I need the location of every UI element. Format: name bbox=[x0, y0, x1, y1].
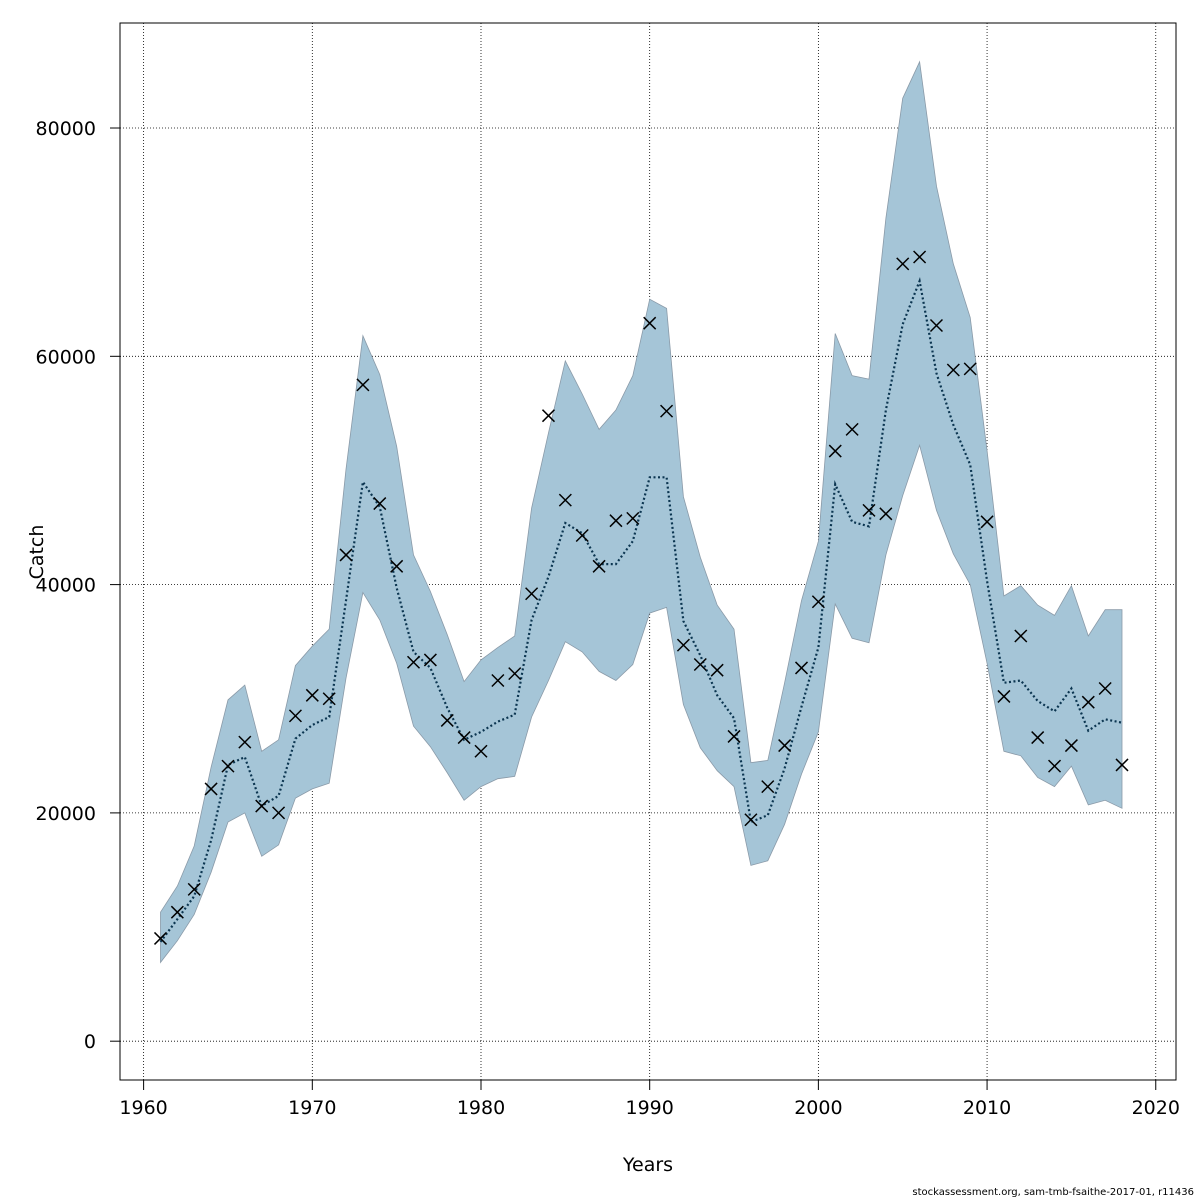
observed-point-marker bbox=[541, 409, 556, 423]
x-tick-label: 1990 bbox=[626, 1097, 674, 1119]
observed-point-marker bbox=[1014, 629, 1028, 643]
observed-point-marker bbox=[1031, 731, 1045, 745]
observed-point-marker bbox=[660, 404, 674, 418]
observed-point-marker bbox=[457, 731, 471, 745]
x-tick-label: 1970 bbox=[288, 1097, 336, 1119]
observed-point-marker bbox=[794, 661, 809, 675]
y-tick-label: 0 bbox=[84, 1031, 96, 1053]
observed-point-marker bbox=[896, 257, 910, 271]
x-tick-label: 2000 bbox=[794, 1097, 842, 1119]
observed-point-marker bbox=[963, 362, 977, 376]
observed-point-marker bbox=[322, 692, 336, 706]
observed-point-marker bbox=[187, 882, 201, 896]
observed-point-marker bbox=[339, 548, 353, 562]
observed-point-marker bbox=[879, 507, 893, 521]
observed-point-marker bbox=[238, 735, 252, 749]
observed-point-marker bbox=[423, 653, 437, 667]
observed-point-marker bbox=[676, 638, 690, 652]
observed-point-marker bbox=[592, 559, 606, 573]
observed-point-marker bbox=[1081, 695, 1095, 709]
axes: 1960 1970 1980 1990 2000 2010 2020 0 20000 40000 6… bbox=[36, 118, 1180, 1119]
observed-point-marker bbox=[491, 673, 505, 688]
observed-point-marker bbox=[575, 528, 589, 543]
observed-point-marker bbox=[558, 493, 572, 507]
observed-point-marker bbox=[440, 713, 454, 727]
observed-point-marker bbox=[272, 806, 286, 820]
observed-point-marker bbox=[1048, 759, 1062, 773]
observed-point-marker bbox=[744, 813, 758, 827]
observed-point-marker bbox=[980, 515, 994, 529]
observed-point-marker bbox=[305, 688, 319, 702]
footer-credit: stockassessment.org, sam-tmb-fsaithe-201… bbox=[912, 1187, 1194, 1198]
observed-point-marker bbox=[204, 782, 218, 796]
observed-point-marker bbox=[997, 689, 1011, 703]
observed-point-marker bbox=[170, 905, 184, 919]
observed-point-marker bbox=[288, 709, 302, 723]
y-tick-label: 60000 bbox=[36, 346, 96, 368]
observed-point-marker bbox=[373, 497, 387, 511]
observed-point-marker bbox=[727, 729, 741, 743]
x-tick-label: 1960 bbox=[119, 1097, 167, 1119]
observed-point-marker bbox=[508, 667, 522, 681]
observed-point-marker bbox=[153, 931, 168, 945]
observed-point-marker bbox=[1115, 758, 1129, 772]
observed-point-marker bbox=[1098, 681, 1112, 696]
observed-point-marker bbox=[913, 250, 927, 264]
observed-point-marker bbox=[929, 318, 943, 333]
observed-point-marker bbox=[390, 559, 404, 573]
observed-point-marker bbox=[828, 444, 842, 458]
observed-point-marker bbox=[406, 655, 421, 669]
observed-point-marker bbox=[525, 587, 539, 601]
observed-point-marker bbox=[845, 422, 859, 436]
y-tick-label: 20000 bbox=[36, 803, 96, 825]
observed-markers bbox=[153, 250, 1129, 945]
observed-point-marker bbox=[946, 363, 960, 377]
y-tick-label: 80000 bbox=[36, 118, 96, 140]
observed-point-marker bbox=[862, 503, 876, 517]
observed-point-marker bbox=[778, 739, 792, 753]
observed-point-marker bbox=[693, 657, 707, 672]
observed-point-marker bbox=[356, 378, 370, 392]
observed-point-marker bbox=[626, 511, 640, 525]
x-tick-label: 2010 bbox=[963, 1097, 1011, 1119]
y-tick-label: 40000 bbox=[36, 575, 96, 597]
observed-point-marker bbox=[255, 799, 269, 813]
observed-point-marker bbox=[811, 595, 825, 609]
observed-point-marker bbox=[643, 316, 657, 330]
observed-point-marker bbox=[761, 780, 775, 794]
observed-point-marker bbox=[609, 514, 623, 528]
observed-point-marker bbox=[474, 744, 488, 758]
y-axis-title: Catch bbox=[26, 525, 48, 580]
observed-point-marker bbox=[221, 759, 235, 773]
observed-point-marker bbox=[1064, 739, 1078, 753]
x-tick-label: 2020 bbox=[1132, 1097, 1180, 1119]
observed-point-marker bbox=[710, 663, 724, 677]
x-tick-label: 1980 bbox=[457, 1097, 505, 1119]
x-axis-title: Years bbox=[622, 1154, 673, 1176]
